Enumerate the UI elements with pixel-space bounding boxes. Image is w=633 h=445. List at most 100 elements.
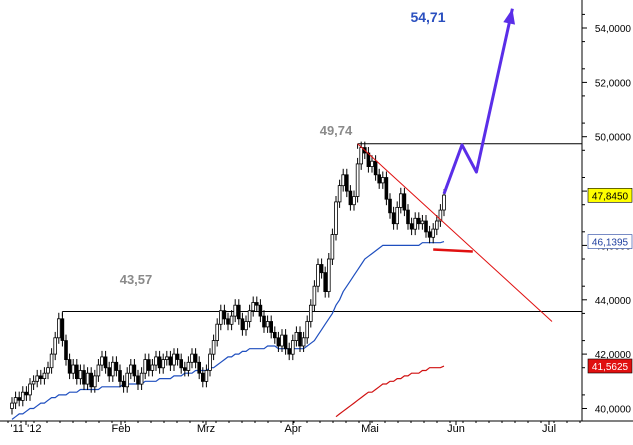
ma-long-line	[335, 365, 445, 418]
y-tick-label: 40,0000	[595, 405, 632, 416]
price-badge-label: 46,1395	[592, 238, 629, 249]
candle-body	[337, 185, 342, 203]
candle-body	[89, 372, 94, 388]
candle-body	[244, 321, 248, 331]
candle-body	[20, 391, 25, 401]
projection-path	[442, 8, 514, 195]
annotation-target-label: 54,71	[410, 9, 445, 25]
candle-body	[60, 318, 65, 341]
candle-body	[100, 356, 104, 366]
candle-body	[427, 231, 432, 238]
candle-body	[146, 359, 151, 371]
candle-body	[301, 337, 306, 347]
candle-body	[218, 310, 223, 325]
candle-body	[190, 353, 194, 363]
candle-body	[229, 315, 234, 325]
price-badge	[587, 234, 633, 249]
y-tick-label: 44,0000	[595, 296, 632, 307]
candle-body	[283, 334, 288, 350]
candle-body	[308, 304, 313, 322]
candle-body	[298, 331, 302, 347]
candle-body	[42, 372, 47, 380]
candle-body	[247, 310, 252, 323]
candle-body	[323, 272, 327, 293]
candle-body	[258, 304, 263, 317]
annotation-prior-high-label: 43,57	[120, 272, 153, 287]
candle-body	[215, 323, 220, 341]
candle-body	[355, 163, 360, 197]
candle-body	[139, 372, 144, 385]
y-tick-label: 52,0000	[595, 78, 632, 89]
candle-body	[197, 361, 202, 374]
y-tick-label: 50,0000	[595, 133, 632, 144]
candle-body	[305, 321, 309, 339]
candle-body	[294, 331, 299, 341]
candle-body	[312, 285, 317, 306]
candle-body	[226, 318, 230, 325]
candle-body	[233, 304, 238, 317]
candle-body	[287, 348, 291, 355]
candle-body	[17, 397, 21, 401]
candle-body	[111, 361, 115, 377]
candle-body	[330, 234, 335, 260]
y-tick-label: 54,0000	[595, 24, 632, 35]
candle-body	[28, 383, 32, 396]
candle-body	[370, 160, 374, 167]
candle-body	[31, 380, 36, 385]
candle-body	[373, 160, 378, 176]
candle-body	[39, 375, 43, 379]
candle-body	[420, 220, 425, 225]
candle-body	[193, 353, 198, 363]
support-mark	[433, 248, 473, 253]
candle-body	[179, 359, 184, 369]
candle-body	[272, 331, 277, 339]
candle-body	[182, 367, 187, 371]
x-tick-label: Jun	[447, 423, 465, 435]
candle-body	[424, 220, 428, 233]
candle-body	[175, 353, 180, 360]
candles	[10, 141, 446, 415]
candle-body	[222, 310, 227, 320]
x-tick-label: Mai	[361, 423, 379, 435]
x-tick-label: Feb	[112, 423, 131, 435]
candle-body	[208, 353, 212, 371]
candle-body	[96, 364, 101, 377]
candle-body	[276, 337, 281, 347]
candle-body	[118, 370, 122, 382]
x-tick-label: Jul	[542, 423, 556, 435]
candle-body	[391, 212, 396, 225]
x-tick-label: Apr	[284, 423, 301, 435]
candle-body	[409, 223, 414, 230]
candle-body	[143, 359, 148, 374]
candle-body	[251, 302, 256, 312]
candle-body	[67, 359, 72, 374]
candle-body	[341, 174, 345, 187]
candle-body	[13, 397, 18, 404]
candle-body	[413, 217, 417, 230]
candle-body	[49, 353, 54, 369]
candle-body	[132, 364, 137, 377]
candle-body	[398, 193, 403, 208]
candle-body	[150, 364, 155, 371]
candle-body	[377, 174, 381, 184]
candle-body	[136, 375, 140, 385]
candle-body	[53, 337, 57, 355]
candle-body	[10, 402, 14, 409]
candle-body	[82, 370, 86, 385]
candle-body	[406, 209, 410, 225]
candle-body	[121, 380, 126, 388]
x-tick-label: Mrz	[197, 423, 215, 435]
candle-body	[262, 315, 266, 328]
candle-body	[154, 356, 158, 366]
candle-body	[128, 364, 133, 374]
price-badges: 47,8450 46,1395 41,5625	[587, 188, 633, 374]
candle-body	[204, 370, 209, 382]
candle-body	[64, 340, 68, 361]
candle-body	[348, 190, 353, 206]
candle-body	[269, 321, 273, 333]
candle-body	[35, 375, 39, 382]
projection-layer	[442, 8, 515, 195]
candle-body	[236, 304, 241, 320]
